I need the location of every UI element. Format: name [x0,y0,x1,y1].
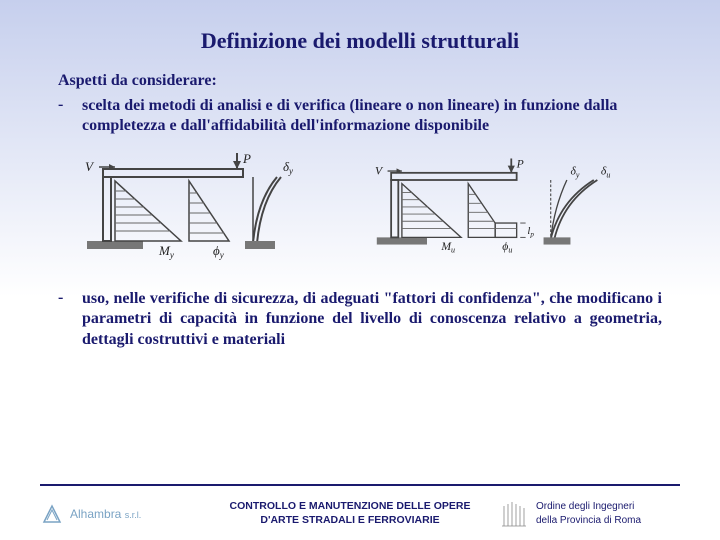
footer: Alhambra s.r.l. CONTROLLO E MANUTENZIONE… [0,488,720,540]
svg-text:P: P [516,157,524,170]
svg-text:ϕy: ϕy [213,243,224,260]
svg-text:δy: δy [570,165,579,180]
bullet-dash: - [58,289,82,350]
label-P: P [242,151,251,166]
footer-brand: Alhambra s.r.l. [70,507,141,521]
footer-right: Ordine degli Ingegneri della Provincia d… [500,500,680,528]
bullet-2: - uso, nelle verifiche di sicurezza, di … [58,289,662,350]
svg-text:δu: δu [601,165,610,180]
footer-center: CONTROLLO E MANUTENZIONE DELLE OPERE D'A… [200,500,500,527]
svg-text:Mu: Mu [440,240,455,255]
svg-text:ϕu: ϕu [502,240,512,255]
content-area: Aspetti da considerare: - scelta dei met… [0,72,720,350]
bullet-dash: - [58,96,82,137]
lead-text: Aspetti da considerare: [58,72,662,90]
figure-row: P V My ϕy δy [58,151,662,261]
page-title: Definizione dei modelli strutturali [0,0,720,72]
svg-text:V: V [375,165,384,178]
bullet-1: - scelta dei metodi di analisi e di veri… [58,96,662,137]
svg-text:δy: δy [283,159,293,176]
alhambra-icon [40,502,64,526]
label-V: V [85,159,95,174]
footer-separator [40,484,680,486]
footer-right-text: Ordine degli Ingegneri della Provincia d… [536,500,641,528]
svg-text:lp: lp [527,225,534,239]
bullet-1-text: scelta dei metodi di analisi e di verifi… [82,96,662,137]
diagram-right: P V Mu lp ϕu δy δu [375,151,635,261]
diagram-left: P V My ϕy δy [85,151,345,261]
svg-text:My: My [158,243,174,260]
bullet-2-text: uso, nelle verifiche di sicurezza, di ad… [82,289,662,350]
footer-left: Alhambra s.r.l. [40,502,200,526]
building-icon [500,500,528,528]
